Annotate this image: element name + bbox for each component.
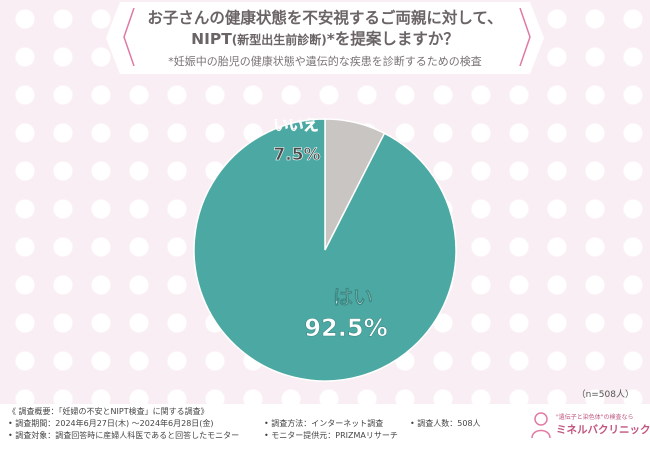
pie-value-no: 7.5% — [273, 145, 320, 165]
survey-count: • 調査人数：508人 — [410, 419, 481, 428]
title-footnote: *妊娠中の胎児の健康状態や遺伝的な疾患を診断するための検査 — [168, 55, 482, 68]
clinic-tagline: "遺伝子と染色体"の検査なら — [556, 414, 634, 421]
pie-slices — [193, 118, 457, 382]
survey-method: • 調査方法：インターネット調査 — [264, 419, 384, 428]
pie-label-no: いいえ — [273, 116, 318, 134]
chart-title: お子さんの健康状態を不安視するご両親に対して、 NIPT(新型出生前診断)*を提… — [120, 8, 530, 51]
title-bracket-right — [519, 8, 531, 66]
sample-size-label: （n=508人） — [576, 390, 634, 400]
title-nipt-paren: (新型出生前診断) — [231, 33, 327, 47]
pie-labels: いいえ 7.5% はい 92.5% — [273, 116, 388, 343]
pie-slice-yes — [193, 118, 457, 382]
survey-period: • 調査期間：2024年6月27日(木) ～2024年6月28日(金) — [8, 419, 214, 428]
survey-overview: 《 調査概要：「妊婦の不安とNIPT検査」に関する調査》 — [8, 407, 209, 416]
survey-provider: • モニター提供元：PRIZMAリサーチ — [264, 431, 398, 440]
survey-footer: 《 調査概要：「妊婦の不安とNIPT検査」に関する調査》 • 調査期間：2024… — [0, 404, 650, 450]
title-question: *を提案しますか？ — [326, 30, 459, 48]
title-nipt: NIPT — [191, 30, 232, 48]
clinic-logo-mark — [531, 412, 551, 439]
title-banner — [106, 2, 544, 74]
clinic-logo: "遺伝子と染色体"の検査なら ミネルバクリニック — [528, 410, 650, 442]
clinic-name: ミネルバクリニック — [556, 424, 650, 436]
title-line-2: NIPT(新型出生前診断)*を提案しますか？ — [120, 29, 530, 51]
survey-target: • 調査対象：調査回答時に産婦人科医であると回答したモニター — [8, 431, 240, 440]
title-line-1: お子さんの健康状態を不安視するご両親に対して、 — [147, 9, 503, 27]
pie-value-yes: 92.5% — [304, 314, 387, 342]
title-bracket-left — [123, 8, 135, 66]
pie-label-yes: はい — [333, 285, 373, 309]
